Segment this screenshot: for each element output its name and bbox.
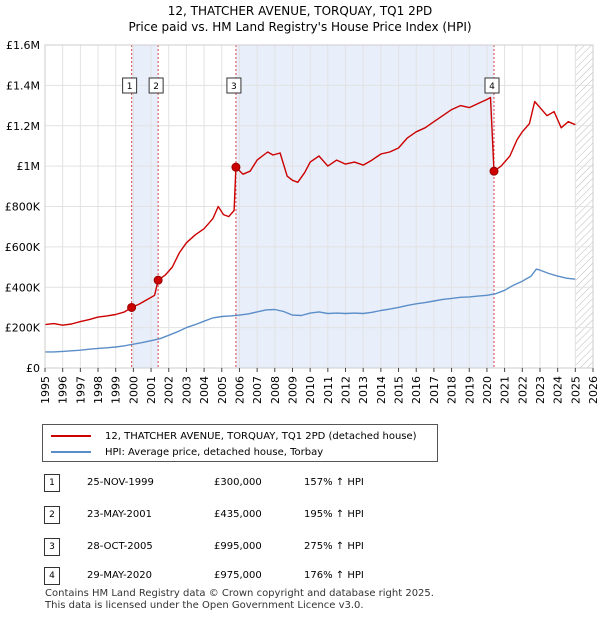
sale-marker: 2 [44, 506, 60, 524]
sale-marker-frame [148, 77, 164, 94]
x-tick-label: 2010 [304, 376, 317, 404]
footer-licence: This data is licensed under the Open Gov… [45, 600, 364, 611]
x-tick-label: 2014 [375, 376, 388, 404]
x-tick-label: 2006 [233, 376, 246, 404]
x-tick-label: 2016 [410, 376, 423, 404]
sale-point [231, 162, 241, 172]
series-hpi-line [45, 268, 576, 353]
y-tick-label: £1.2M [6, 120, 40, 133]
sale-marker-box: 2 [148, 77, 164, 94]
x-tick-label: 2024 [552, 376, 565, 404]
sale-hpi: 195% ↑ HPI [304, 509, 364, 520]
legend-item-hpi: HPI: Average price, detached house, Torb… [51, 444, 323, 460]
sale-marker-frame [122, 77, 138, 94]
sale-point [153, 275, 163, 285]
sale-marker-frame [484, 77, 500, 94]
x-tick-label: 2000 [127, 376, 140, 404]
sale-marker-box: 3 [226, 77, 242, 94]
price-chart: 1 2 3 4 £0 £200K £400K £600K £800K £1M £1.2M £1.4M… [5, 39, 600, 404]
sale-hpi: 157% ↑ HPI [304, 477, 364, 488]
x-tick-label: 2011 [322, 376, 335, 404]
chart-subtitle: Price paid vs. HM Land Registry's House … [128, 20, 472, 34]
y-tick-label: £600K [5, 241, 41, 254]
sale-hpi: 275% ↑ HPI [304, 541, 364, 552]
x-tick-label: 2018 [446, 376, 459, 404]
table-row: 2 23-MAY-2001 £435,000 195% ↑ HPI [42, 506, 462, 524]
sale-marker: 4 [44, 567, 60, 585]
sale-point [127, 302, 137, 312]
plot-frame [44, 44, 594, 369]
x-tick-label: 2022 [516, 376, 529, 404]
x-tick-label: 2013 [357, 376, 370, 404]
legend-item-property: 12, THATCHER AVENUE, TORQUAY, TQ1 2PD (d… [51, 428, 417, 444]
x-tick-label: 2003 [180, 376, 193, 404]
sale-marker-box: 1 [122, 77, 138, 94]
sale-point [489, 166, 499, 176]
y-tick-label: £200K [5, 322, 41, 335]
x-tick-label: 2004 [198, 376, 211, 404]
table-row: 1 25-NOV-1999 £300,000 157% ↑ HPI [42, 474, 462, 492]
x-tick-label: 2002 [163, 376, 176, 404]
legend-swatch-hpi [51, 451, 91, 453]
sale-marker-box: 4 [484, 77, 500, 94]
x-tick-label: 1999 [110, 376, 123, 404]
x-tick-label: 1996 [57, 376, 70, 404]
sale-date: 23-MAY-2001 [87, 509, 153, 520]
x-tick-label: 2001 [145, 376, 158, 404]
sale-price: £435,000 [214, 509, 262, 520]
x-tick-label: 2009 [286, 376, 299, 404]
sale-price: £300,000 [214, 477, 262, 488]
x-tick-label: 2015 [393, 376, 406, 404]
x-tick-label: 2008 [269, 376, 282, 404]
sale-date: 25-NOV-1999 [87, 477, 154, 488]
x-tick-label: 2007 [251, 376, 264, 404]
y-tick-label: £0 [26, 362, 40, 375]
sale-marker: 1 [44, 474, 60, 492]
legend-label-hpi: HPI: Average price, detached house, Torb… [105, 446, 324, 458]
sale-hpi: 176% ↑ HPI [304, 570, 364, 581]
x-tick-label: 2021 [499, 376, 512, 404]
y-tick-label: £800K [5, 201, 41, 214]
x-tick-label: 2017 [428, 376, 441, 404]
sale-date: 29-MAY-2020 [87, 570, 153, 581]
x-tick-label: 2005 [216, 376, 229, 404]
y-tick-label: £1.6M [6, 39, 40, 52]
x-tick-label: 1998 [92, 376, 105, 404]
sale-marker-frame [226, 77, 242, 94]
sale-marker-label: 3 [231, 82, 237, 92]
sale-marker-label: 2 [153, 82, 159, 92]
legend-swatch-property [51, 435, 91, 437]
x-tick-label: 2019 [463, 376, 476, 404]
x-tick-label: 2012 [340, 376, 353, 404]
sale-marker-label: 4 [489, 82, 495, 92]
table-row: 4 29-MAY-2020 £975,000 176% ↑ HPI [42, 567, 462, 585]
footer-copyright: Contains HM Land Registry data © Crown c… [45, 588, 434, 599]
sale-date: 28-OCT-2005 [87, 541, 153, 552]
sale-price: £975,000 [214, 570, 262, 581]
x-tick-label: 2023 [534, 376, 547, 404]
sale-marker-label: 1 [127, 82, 133, 92]
y-tick-label: £1.4M [6, 79, 40, 92]
chart-title: 12, THATCHER AVENUE, TORQUAY, TQ1 2PD [167, 4, 433, 18]
legend-label-property: 12, THATCHER AVENUE, TORQUAY, TQ1 2PD (d… [105, 430, 417, 442]
y-tick-label: £1M [17, 160, 41, 173]
legend: 12, THATCHER AVENUE, TORQUAY, TQ1 2PD (d… [42, 424, 438, 462]
x-tick-label: 1995 [39, 376, 52, 404]
x-tick-label: 2025 [569, 376, 582, 404]
x-tick-label: 2020 [481, 376, 494, 404]
sale-price: £995,000 [214, 541, 262, 552]
table-row: 3 28-OCT-2005 £995,000 275% ↑ HPI [42, 538, 462, 556]
x-tick-label: 1997 [74, 376, 87, 404]
sale-marker: 3 [44, 538, 60, 556]
y-tick-label: £400K [5, 281, 41, 294]
x-tick-label: 2026 [587, 376, 600, 404]
